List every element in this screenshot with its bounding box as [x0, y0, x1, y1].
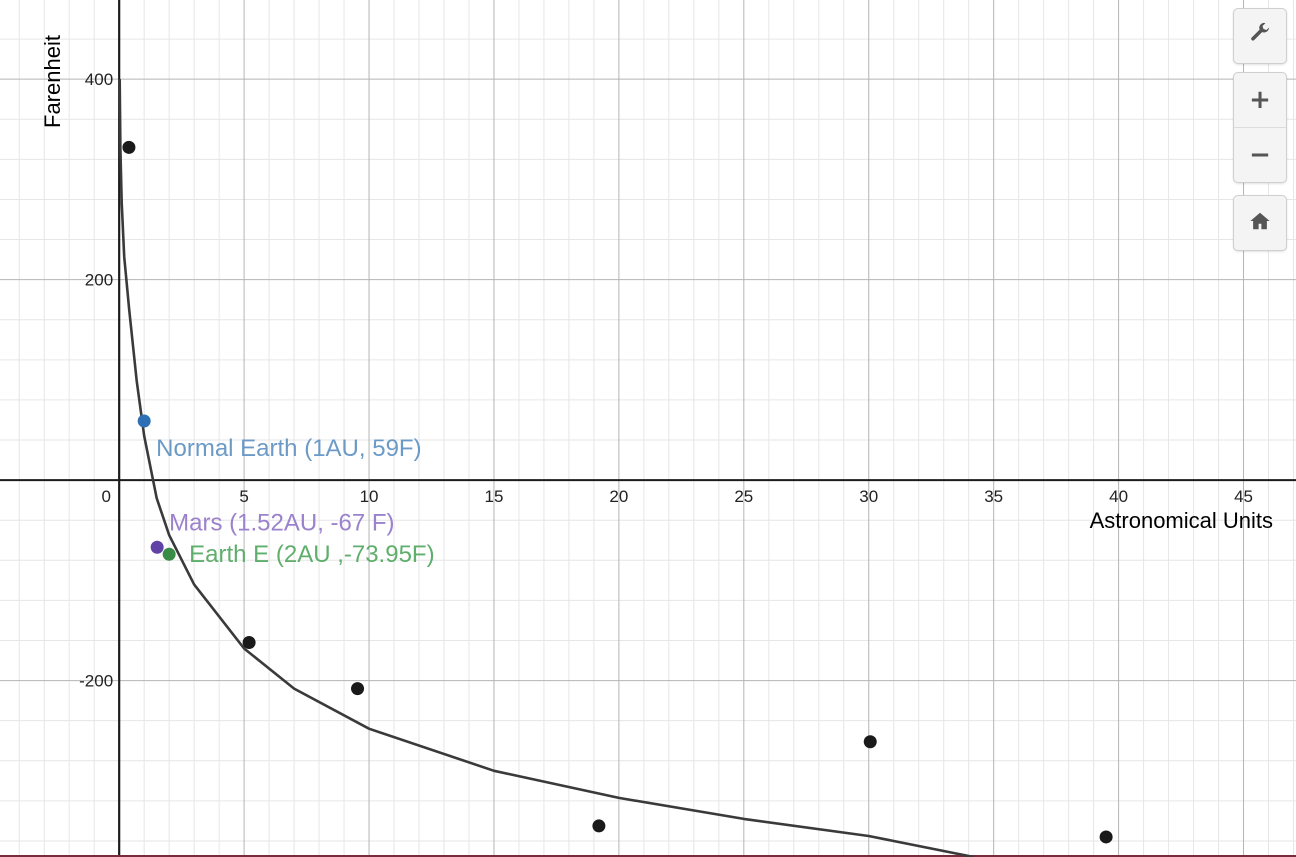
zoom-out-button[interactable]: −	[1234, 127, 1286, 182]
wrench-icon	[1248, 22, 1272, 51]
planet-point	[122, 140, 136, 154]
fit-curve	[118, 79, 974, 857]
y-tick-label: 400	[85, 70, 113, 89]
x-tick-label: 40	[1109, 487, 1128, 506]
planet-point	[863, 735, 877, 749]
highlight-point	[162, 547, 176, 561]
default-viewport-button[interactable]	[1234, 196, 1286, 250]
settings-panel	[1233, 8, 1287, 64]
y-tick-label: -200	[79, 672, 113, 691]
x-tick-label: 10	[360, 487, 379, 506]
planet-point	[351, 682, 365, 696]
data-points	[122, 140, 1113, 844]
point-label: Earth E (2AU ,-73.95F)	[189, 541, 434, 568]
highlight-point	[137, 414, 151, 428]
zoom-in-button[interactable]: +	[1234, 73, 1286, 127]
point-label: Normal Earth (1AU, 59F)	[156, 435, 421, 462]
y-axis-title: Farenheit	[40, 35, 65, 128]
x-tick-label: 30	[859, 487, 878, 506]
plus-icon: +	[1249, 85, 1271, 115]
point-label: Mars (1.52AU, -67 F)	[169, 509, 394, 536]
x-axis-title: Astronomical Units	[1090, 508, 1273, 533]
x-tick-label: 25	[734, 487, 753, 506]
x-tick-label: 0	[101, 487, 110, 506]
curve-line	[118, 79, 974, 857]
x-tick-label: 20	[609, 487, 628, 506]
home-icon	[1249, 210, 1271, 237]
tick-labels: 0 5 10 15 20 25 30 35 40 45 400 200 -200	[79, 70, 1253, 690]
planet-point	[242, 635, 256, 649]
minus-icon: −	[1249, 140, 1271, 170]
highlight-point	[150, 540, 164, 554]
x-tick-label: 35	[984, 487, 1003, 506]
point-labels: Normal Earth (1AU, 59F) Mars (1.52AU, -67…	[156, 435, 434, 568]
y-tick-label: 200	[85, 271, 113, 290]
graph-settings-button[interactable]	[1234, 9, 1286, 63]
x-tick-label: 15	[485, 487, 504, 506]
planet-point	[1099, 830, 1113, 844]
planet-point	[592, 819, 606, 833]
x-tick-label: 45	[1234, 487, 1253, 506]
x-tick-label: 5	[239, 487, 248, 506]
zoom-panel: + −	[1233, 72, 1287, 183]
home-panel	[1233, 195, 1287, 251]
